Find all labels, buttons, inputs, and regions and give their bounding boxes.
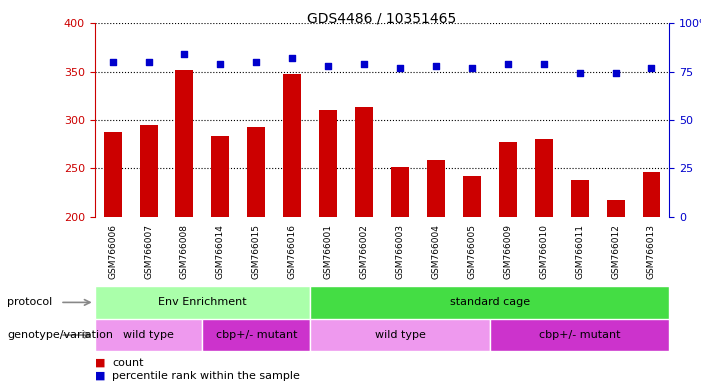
Bar bbox=[310, 319, 490, 351]
Point bbox=[538, 61, 550, 67]
Text: cbp+/- mutant: cbp+/- mutant bbox=[215, 330, 297, 340]
Point bbox=[143, 59, 154, 65]
Text: GSM766004: GSM766004 bbox=[431, 224, 440, 279]
Point bbox=[215, 61, 226, 67]
Bar bbox=[463, 176, 481, 217]
Point bbox=[395, 65, 406, 71]
Bar bbox=[203, 319, 310, 351]
Point bbox=[430, 63, 442, 69]
Bar bbox=[319, 110, 337, 217]
Point bbox=[107, 59, 118, 65]
Point bbox=[646, 65, 657, 71]
Bar bbox=[606, 200, 625, 217]
Bar bbox=[490, 319, 669, 351]
Bar bbox=[104, 132, 121, 217]
Point bbox=[251, 59, 262, 65]
Bar bbox=[643, 172, 660, 217]
Text: GSM766015: GSM766015 bbox=[252, 224, 261, 279]
Text: GSM766011: GSM766011 bbox=[575, 224, 584, 279]
Text: genotype/variation: genotype/variation bbox=[7, 330, 113, 340]
Point bbox=[502, 61, 513, 67]
Text: protocol: protocol bbox=[7, 297, 53, 308]
Bar bbox=[310, 286, 669, 319]
Bar bbox=[355, 108, 373, 217]
Text: GSM766012: GSM766012 bbox=[611, 224, 620, 279]
Text: count: count bbox=[112, 358, 144, 368]
Bar bbox=[247, 127, 265, 217]
Bar bbox=[95, 286, 310, 319]
Text: GSM766002: GSM766002 bbox=[360, 224, 369, 279]
Point bbox=[466, 65, 477, 71]
Text: wild type: wild type bbox=[374, 330, 426, 340]
Text: GSM766009: GSM766009 bbox=[503, 224, 512, 279]
Bar bbox=[139, 125, 158, 217]
Text: GSM766003: GSM766003 bbox=[395, 224, 404, 279]
Point bbox=[358, 61, 369, 67]
Bar bbox=[427, 160, 445, 217]
Point bbox=[287, 55, 298, 61]
Text: percentile rank within the sample: percentile rank within the sample bbox=[112, 371, 300, 381]
Text: wild type: wild type bbox=[123, 330, 174, 340]
Point bbox=[610, 70, 621, 76]
Point bbox=[322, 63, 334, 69]
Text: GDS4486 / 10351465: GDS4486 / 10351465 bbox=[308, 12, 456, 25]
Text: Env Enrichment: Env Enrichment bbox=[158, 297, 247, 308]
Text: GSM766007: GSM766007 bbox=[144, 224, 153, 279]
Text: GSM766013: GSM766013 bbox=[647, 224, 656, 279]
Point bbox=[574, 70, 585, 76]
Text: GSM766010: GSM766010 bbox=[539, 224, 548, 279]
Bar bbox=[535, 139, 552, 217]
Bar bbox=[175, 70, 193, 217]
Bar bbox=[283, 74, 301, 217]
Text: ■: ■ bbox=[95, 371, 105, 381]
Text: cbp+/- mutant: cbp+/- mutant bbox=[539, 330, 620, 340]
Text: GSM766016: GSM766016 bbox=[287, 224, 297, 279]
Point bbox=[179, 51, 190, 57]
Bar bbox=[499, 142, 517, 217]
Text: GSM766014: GSM766014 bbox=[216, 224, 225, 279]
Text: standard cage: standard cage bbox=[450, 297, 530, 308]
Text: GSM766008: GSM766008 bbox=[180, 224, 189, 279]
Bar bbox=[212, 136, 229, 217]
Text: ■: ■ bbox=[95, 358, 105, 368]
Bar bbox=[391, 167, 409, 217]
Bar bbox=[571, 180, 589, 217]
Bar bbox=[95, 319, 203, 351]
Text: GSM766001: GSM766001 bbox=[324, 224, 333, 279]
Text: GSM766006: GSM766006 bbox=[108, 224, 117, 279]
Text: GSM766005: GSM766005 bbox=[468, 224, 477, 279]
